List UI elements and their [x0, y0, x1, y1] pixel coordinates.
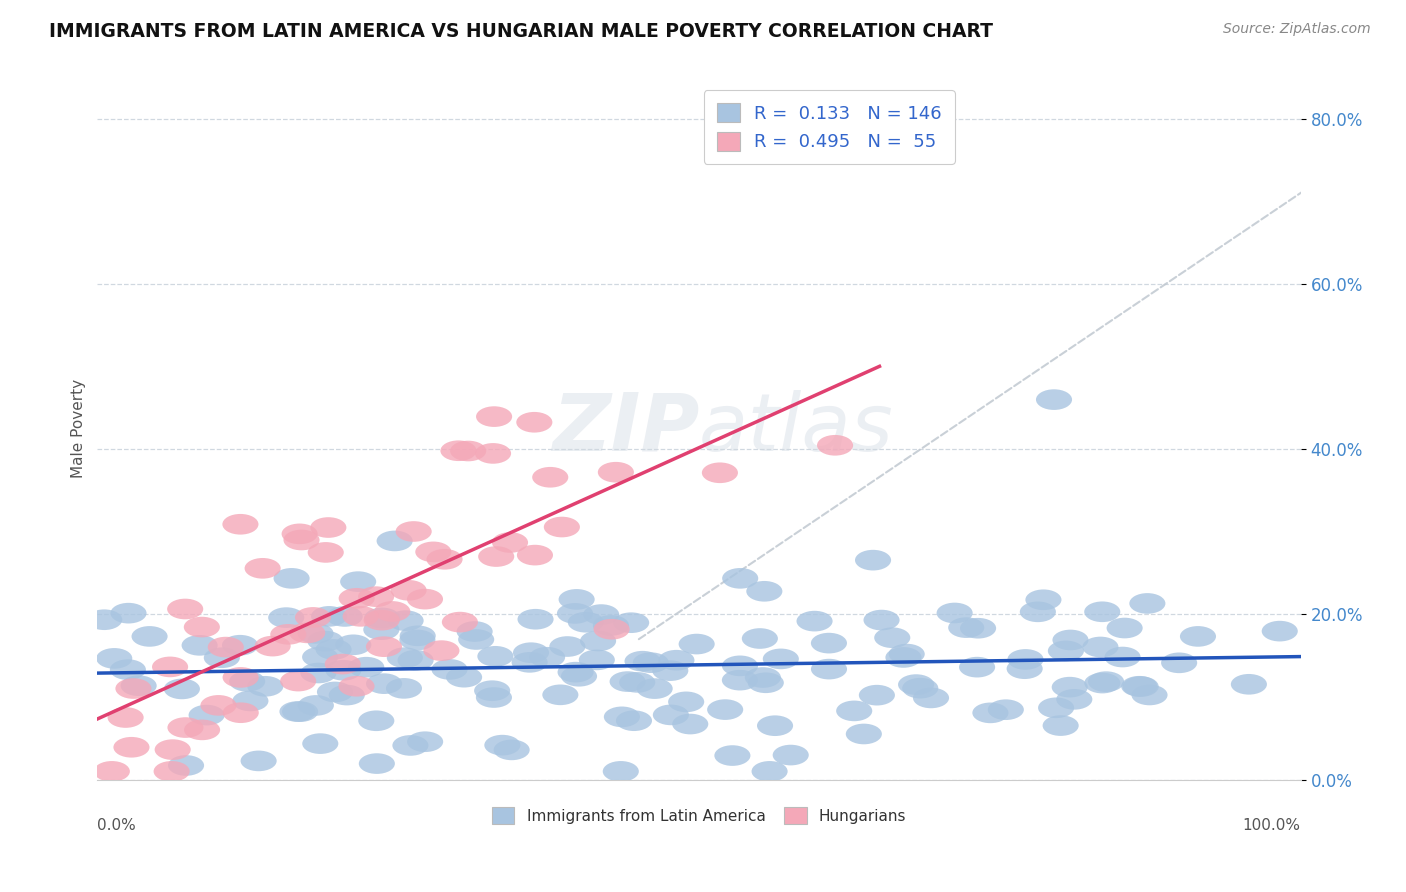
Text: IMMIGRANTS FROM LATIN AMERICA VS HUNGARIAN MALE POVERTY CORRELATION CHART: IMMIGRANTS FROM LATIN AMERICA VS HUNGARI…	[49, 22, 993, 41]
Text: ZIP: ZIP	[551, 390, 699, 467]
Text: 100.0%: 100.0%	[1243, 818, 1301, 833]
Text: Source: ZipAtlas.com: Source: ZipAtlas.com	[1223, 22, 1371, 37]
Text: atlas: atlas	[699, 390, 894, 467]
Text: 0.0%: 0.0%	[97, 818, 136, 833]
Y-axis label: Male Poverty: Male Poverty	[72, 379, 86, 478]
Legend: Immigrants from Latin America, Hungarians: Immigrants from Latin America, Hungarian…	[484, 800, 914, 831]
